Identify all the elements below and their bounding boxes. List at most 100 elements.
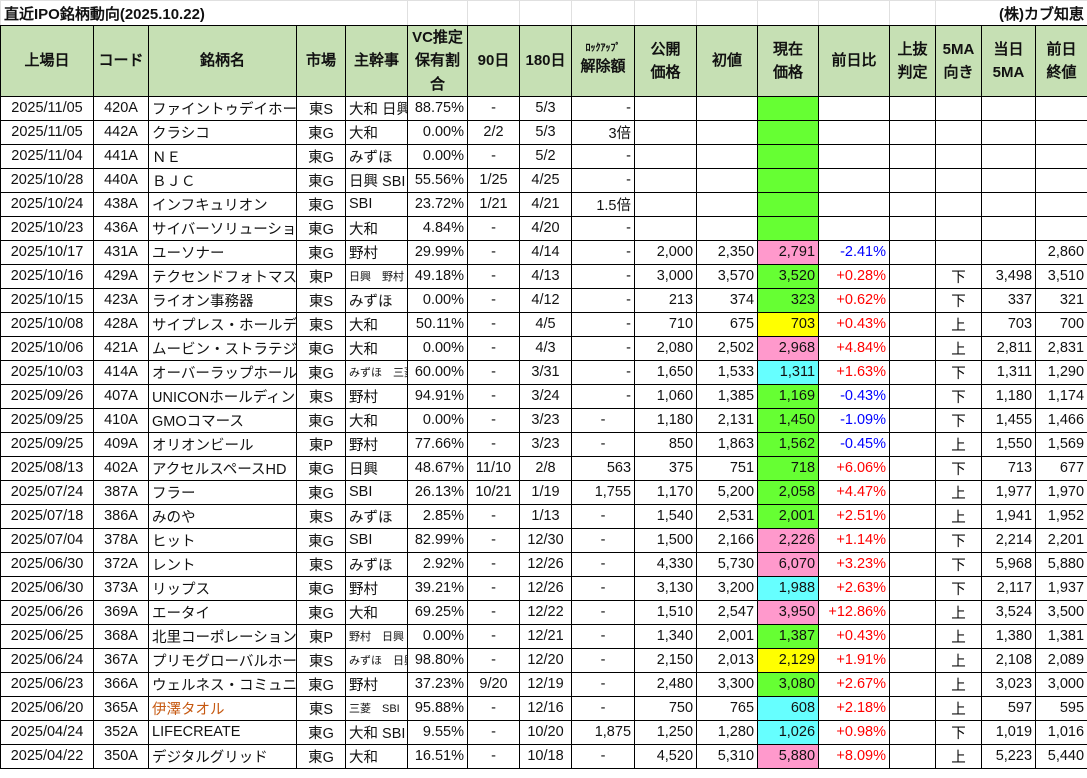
cell-market[interactable]: 東G [296,191,346,217]
cell-name[interactable]: オリオンビール [148,431,297,457]
cell-uw[interactable]: 野村 [344,575,409,601]
cell-ma5[interactable]: 1,941 [981,503,1037,529]
cell-lock[interactable]: - [571,623,636,649]
cell-code[interactable]: 378A [93,527,149,553]
cell-d180[interactable]: 12/19 [519,671,573,697]
cell-price[interactable]: 1,988 [757,575,820,601]
cell-date[interactable]: 2025/07/04 [0,527,94,553]
cell-chg[interactable]: +1.63% [818,359,891,385]
cell-d90[interactable]: 1/21 [467,191,521,217]
cell-vc[interactable]: 94.91% [407,383,469,409]
cell-vc[interactable]: 2.85% [407,503,469,529]
cell-prev[interactable] [1035,215,1087,241]
cell-ma-dir[interactable]: 下 [935,287,983,313]
cell-cross[interactable] [889,431,937,457]
cell-date[interactable]: 2025/06/24 [0,647,94,673]
cell-market[interactable]: 東S [296,551,346,577]
cell-date[interactable]: 2025/10/08 [0,311,94,337]
cell-uw[interactable]: 大和 [344,743,409,769]
cell-name[interactable]: オーバーラップホールディングス [148,359,297,385]
cell-uw[interactable]: みずほ [344,551,409,577]
cell-vc[interactable]: 0.00% [407,623,469,649]
cell-d180[interactable]: 4/14 [519,239,573,265]
cell-uw[interactable]: 大和 [344,599,409,625]
cell-market[interactable]: 東P [296,431,346,457]
cell-price[interactable] [757,215,820,241]
cell-date[interactable]: 2025/10/24 [0,191,94,217]
cell-ma-dir[interactable] [935,215,983,241]
cell-lock[interactable]: - [571,527,636,553]
cell-code[interactable]: 367A [93,647,149,673]
cell-prev[interactable]: 1,937 [1035,575,1087,601]
cell-price[interactable]: 608 [757,695,820,721]
cell-prev[interactable]: 1,381 [1035,623,1087,649]
cell-market[interactable]: 東G [296,743,346,769]
cell-date[interactable]: 2025/11/04 [0,143,94,169]
cell-cross[interactable] [889,479,937,505]
cell-vc[interactable]: 23.72% [407,191,469,217]
cell-lock[interactable]: - [571,647,636,673]
cell-market[interactable]: 東G [296,167,346,193]
cell-ma5[interactable]: 1,550 [981,431,1037,457]
cell-d90[interactable]: - [467,719,521,745]
cell-code[interactable]: 410A [93,407,149,433]
cell-ipo[interactable] [634,191,698,217]
cell-first[interactable] [696,191,759,217]
cell-ma-dir[interactable]: 下 [935,383,983,409]
cell-cross[interactable] [889,263,937,289]
cell-ma-dir[interactable] [935,95,983,121]
cell-market[interactable]: 東G [296,479,346,505]
cell-d90[interactable]: 11/10 [467,455,521,481]
cell-prev[interactable]: 1,569 [1035,431,1087,457]
cell-ma5[interactable]: 1,977 [981,479,1037,505]
cell-uw[interactable]: 日興 野村 [344,263,409,289]
cell-d180[interactable]: 4/12 [519,287,573,313]
cell-lock[interactable]: - [571,143,636,169]
cell-price[interactable]: 6,070 [757,551,820,577]
cell-ipo[interactable]: 1,060 [634,383,698,409]
cell-prev[interactable]: 5,440 [1035,743,1087,769]
cell-name[interactable]: サイバーソリューションズ [148,215,297,241]
cell-code[interactable]: 409A [93,431,149,457]
cell-cross[interactable] [889,599,937,625]
cell-ma5[interactable]: 1,019 [981,719,1037,745]
cell-market[interactable]: 東S [296,287,346,313]
cell-code[interactable]: 366A [93,671,149,697]
cell-date[interactable]: 2025/09/26 [0,383,94,409]
cell-price[interactable]: 1,169 [757,383,820,409]
cell-code[interactable]: 431A [93,239,149,265]
cell-d90[interactable]: - [467,239,521,265]
cell-d180[interactable]: 5/2 [519,143,573,169]
cell-lock[interactable]: 1.5倍 [571,191,636,217]
cell-prev[interactable]: 1,952 [1035,503,1087,529]
column-header[interactable]: 前日 終値 [1035,25,1087,97]
cell-date[interactable]: 2025/08/13 [0,455,94,481]
cell-price[interactable]: 1,562 [757,431,820,457]
cell-market[interactable]: 東G [296,119,346,145]
cell-code[interactable]: 429A [93,263,149,289]
cell-d180[interactable]: 10/20 [519,719,573,745]
cell-name[interactable]: ファイントゥデイホールディングス [148,95,297,121]
cell-ma-dir[interactable] [935,143,983,169]
cell-uw[interactable]: 大和 日興 [344,95,409,121]
cell-market[interactable]: 東G [296,359,346,385]
cell-d90[interactable]: - [467,647,521,673]
cell-cross[interactable] [889,239,937,265]
cell-price[interactable]: 2,001 [757,503,820,529]
cell-date[interactable]: 2025/06/30 [0,575,94,601]
cell-first[interactable]: 2,166 [696,527,759,553]
cell-d180[interactable]: 3/24 [519,383,573,409]
cell-cross[interactable] [889,191,937,217]
cell-name[interactable]: GMOコマース [148,407,297,433]
cell-ipo[interactable]: 1,180 [634,407,698,433]
cell-cross[interactable] [889,575,937,601]
cell-uw[interactable]: 野村 [344,383,409,409]
cell-chg[interactable]: +6.06% [818,455,891,481]
cell-ma-dir[interactable]: 下 [935,551,983,577]
column-header[interactable]: 市場 [296,25,346,97]
cell-first[interactable]: 2,531 [696,503,759,529]
cell-date[interactable]: 2025/10/06 [0,335,94,361]
cell-ma5[interactable] [981,167,1037,193]
cell-ma-dir[interactable]: 上 [935,743,983,769]
cell-uw[interactable]: みずほ [344,143,409,169]
